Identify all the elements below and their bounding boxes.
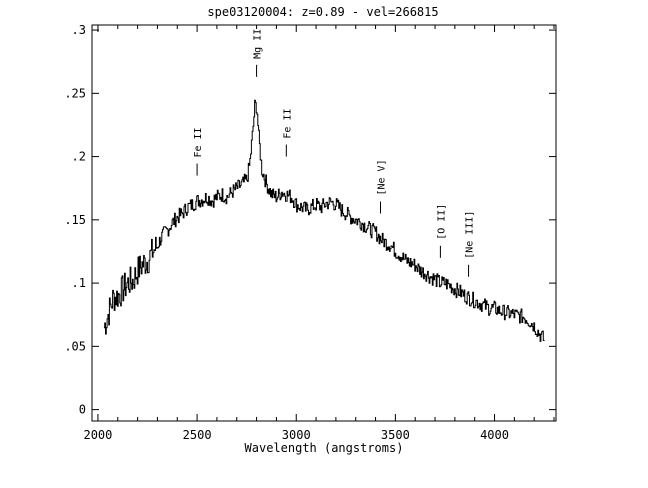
- emission-line-labels: Fe II Mg II Fe II [Ne V] [O II] [Ne III]: [193, 29, 476, 277]
- x-axis-title: Wavelength (angstroms): [245, 441, 404, 455]
- y-tick-label: .05: [64, 339, 86, 353]
- emission-line-label: [Ne III]: [465, 211, 476, 259]
- y-axis: 0 .05 .1 .15 .2 .25 .3: [64, 23, 556, 417]
- chart-title: spe03120004: z=0.89 - vel=266815: [207, 5, 438, 19]
- y-tick-label: .15: [64, 213, 86, 227]
- x-tick-label: 3000: [282, 428, 311, 442]
- y-tick-label: .3: [72, 23, 86, 37]
- y-tick-label: .2: [72, 150, 86, 164]
- y-tick-label: .25: [64, 86, 86, 100]
- emission-line-label: Mg II: [253, 29, 264, 59]
- plot-frame: [91, 24, 557, 422]
- spectrum-line: [103, 99, 545, 342]
- emission-line-label: Fe II: [193, 127, 204, 157]
- x-tick-label: 2000: [83, 428, 112, 442]
- x-tick-label: 4000: [480, 428, 509, 442]
- emission-line-label: [Ne V]: [377, 159, 388, 195]
- y-tick-label: 0: [79, 403, 86, 417]
- x-axis: 2000 2500 3000 3500 4000: [83, 25, 555, 442]
- y-tick-label: .1: [72, 276, 86, 290]
- x-tick-label: 2500: [183, 428, 212, 442]
- emission-line-label: Fe II: [282, 108, 293, 138]
- x-tick-label: 3500: [381, 428, 410, 442]
- emission-line-label: [O II]: [436, 204, 447, 240]
